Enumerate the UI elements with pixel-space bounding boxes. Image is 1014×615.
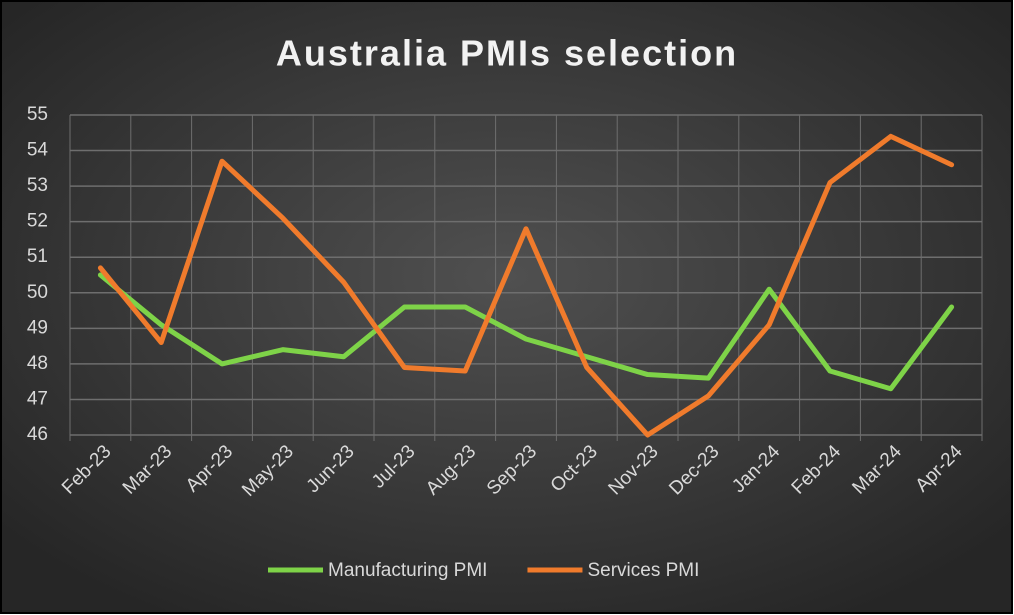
series-line <box>97 272 955 392</box>
y-tick-label: 53 <box>27 175 48 196</box>
y-tick-label: 49 <box>27 317 48 338</box>
y-tick-label: 52 <box>27 211 48 232</box>
y-tick-label: 48 <box>27 353 48 374</box>
legend-label: Services PMI <box>587 560 699 581</box>
chart-title: Australia PMIs selection <box>276 33 738 74</box>
y-tick-label: 55 <box>27 104 48 125</box>
y-tick-label: 54 <box>27 140 49 161</box>
y-tick-label: 47 <box>27 388 48 409</box>
y-tick-label: 50 <box>27 282 48 303</box>
y-tick-label: 46 <box>27 424 48 445</box>
y-tick-label: 51 <box>27 246 48 267</box>
series-line <box>97 133 955 438</box>
legend-label: Manufacturing PMI <box>328 560 487 581</box>
